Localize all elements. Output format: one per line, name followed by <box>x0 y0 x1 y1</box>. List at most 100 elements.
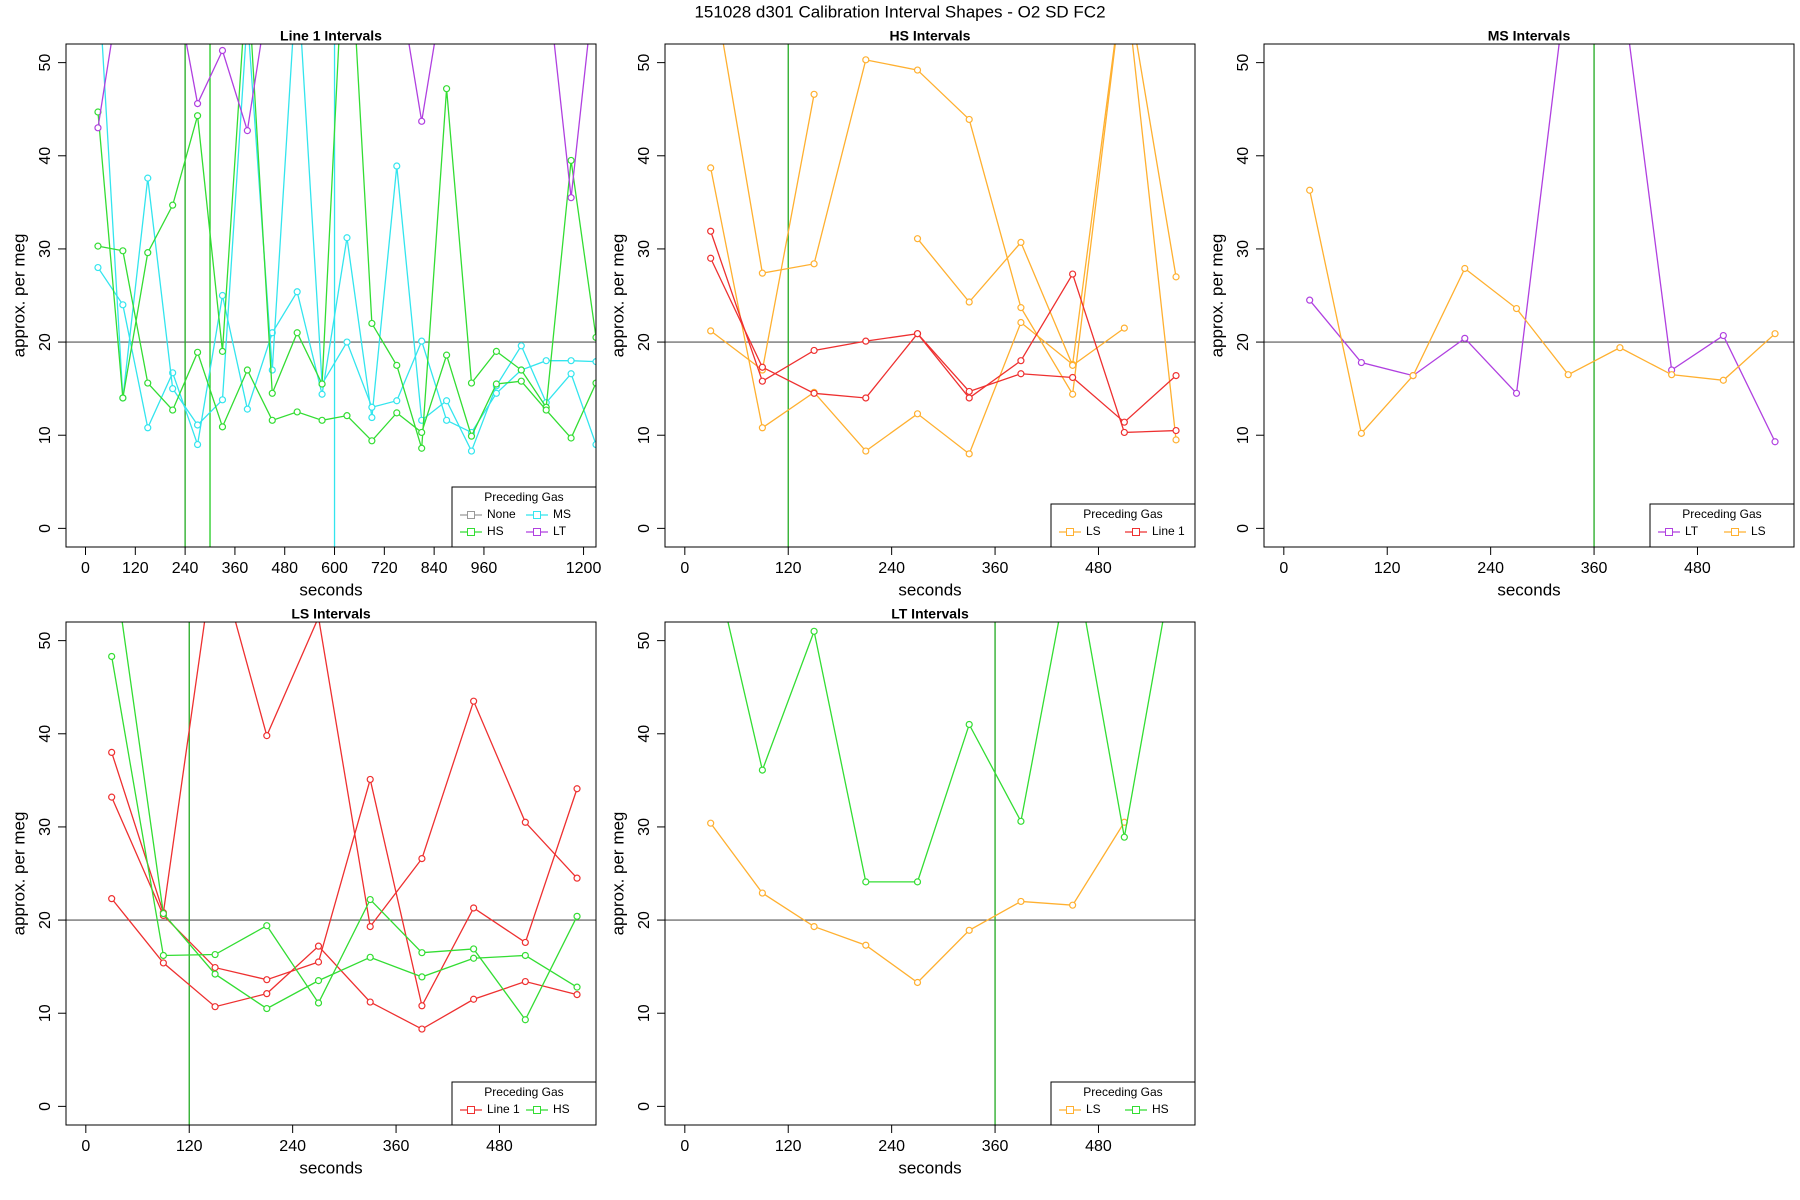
data-point <box>862 941 870 949</box>
data-point <box>393 162 401 170</box>
x-tick-label: 360 <box>1581 560 1608 577</box>
legend-symbol <box>1066 528 1074 536</box>
data-point <box>470 954 478 962</box>
data-point <box>758 889 766 897</box>
data-point <box>144 249 152 257</box>
series-line <box>1309 44 1776 443</box>
data-point <box>567 370 575 378</box>
y-tick-label: 40 <box>1235 147 1252 165</box>
legend-symbol <box>1066 1106 1074 1114</box>
data-point <box>470 904 478 912</box>
data-point <box>573 983 581 991</box>
data-point <box>517 377 525 385</box>
data-point <box>169 201 177 209</box>
series-line <box>111 898 578 1030</box>
data-point <box>965 298 973 306</box>
data-point <box>293 329 301 337</box>
legend-symbol <box>533 528 541 536</box>
data-point <box>1017 318 1025 327</box>
data-point <box>159 959 167 967</box>
data-point <box>810 260 818 268</box>
x-tick-label: 480 <box>1085 1138 1112 1155</box>
y-tick-label: 10 <box>37 426 54 444</box>
y-tick-label: 20 <box>37 333 54 351</box>
data-point <box>119 394 127 402</box>
series-line <box>1309 190 1776 435</box>
y-tick-label: 20 <box>1235 333 1252 351</box>
y-tick-label: 20 <box>37 911 54 929</box>
x-tick-label: 120 <box>775 560 802 577</box>
data-point <box>567 194 575 202</box>
data-point <box>965 720 973 729</box>
y-tick-label: 30 <box>636 240 653 258</box>
data-point <box>965 450 973 458</box>
series-line <box>111 656 578 1021</box>
legend-label: HS <box>553 1102 570 1116</box>
data-point <box>418 949 426 957</box>
series-line <box>97 44 596 449</box>
data-point <box>567 434 575 442</box>
legend-box <box>451 1081 597 1126</box>
data-point <box>573 874 581 882</box>
panel-title: LS Intervals <box>291 606 371 622</box>
legend-label: LS <box>1086 524 1101 538</box>
data-point <box>862 878 870 886</box>
data-point <box>470 995 478 1003</box>
data-point <box>144 379 152 387</box>
data-point <box>470 697 478 705</box>
x-tick-label: 0 <box>680 560 689 577</box>
data-point <box>314 942 323 950</box>
data-point <box>913 235 922 243</box>
legend-label: None <box>487 507 516 521</box>
data-point <box>707 254 715 262</box>
data-point <box>810 90 818 98</box>
data-point <box>159 951 167 960</box>
panel-title: HS Intervals <box>890 28 971 44</box>
data-point <box>211 970 219 978</box>
data-point <box>1120 833 1128 841</box>
data-point <box>492 347 500 355</box>
x-tick-label: 480 <box>1085 560 1112 577</box>
data-point <box>592 358 596 366</box>
y-tick-label: 40 <box>636 147 653 165</box>
data-point <box>492 389 500 397</box>
x-tick-label: 120 <box>122 560 149 577</box>
data-point <box>492 380 500 388</box>
series-line <box>111 779 578 1008</box>
legend-title: Preceding Gas <box>1682 507 1761 521</box>
legend-label: MS <box>553 507 571 521</box>
data-point <box>368 413 376 422</box>
data-point <box>1120 428 1128 437</box>
data-point <box>913 66 922 74</box>
data-point <box>211 1003 219 1011</box>
legend-symbol <box>467 1106 475 1114</box>
data-point <box>592 440 596 449</box>
data-point <box>366 953 374 961</box>
data-point <box>1771 330 1779 338</box>
plot-area <box>66 44 596 547</box>
data-point <box>965 387 973 396</box>
y-tick-label: 20 <box>636 911 653 929</box>
legend: Preceding Gas Line 1 HS <box>451 1081 597 1126</box>
data-point <box>218 423 227 431</box>
data-point <box>318 380 326 388</box>
panel: LT Intervals 0 120 240 360 480 0 10 20 30 40 50 seco… <box>608 606 1196 1177</box>
legend: Preceding Gas LS HS <box>1050 1081 1196 1126</box>
data-point <box>263 732 271 740</box>
x-tick-label: 240 <box>279 1138 306 1155</box>
y-tick-label: 40 <box>636 725 653 743</box>
data-point <box>567 357 575 365</box>
x-tick-label: 1200 <box>566 560 602 577</box>
data-point <box>1719 376 1727 384</box>
series-line <box>111 622 578 929</box>
data-point <box>263 990 271 998</box>
legend-label: HS <box>1152 1102 1169 1116</box>
data-point <box>758 363 766 371</box>
x-tick-label: 120 <box>176 1138 203 1155</box>
panel: HS Intervals 0 120 240 360 480 0 10 20 30 40 50 seco… <box>608 28 1196 599</box>
legend-box <box>451 486 597 548</box>
data-point <box>707 819 715 827</box>
y-tick-label: 30 <box>37 818 54 836</box>
data-point <box>573 990 581 999</box>
data-point <box>211 950 219 959</box>
